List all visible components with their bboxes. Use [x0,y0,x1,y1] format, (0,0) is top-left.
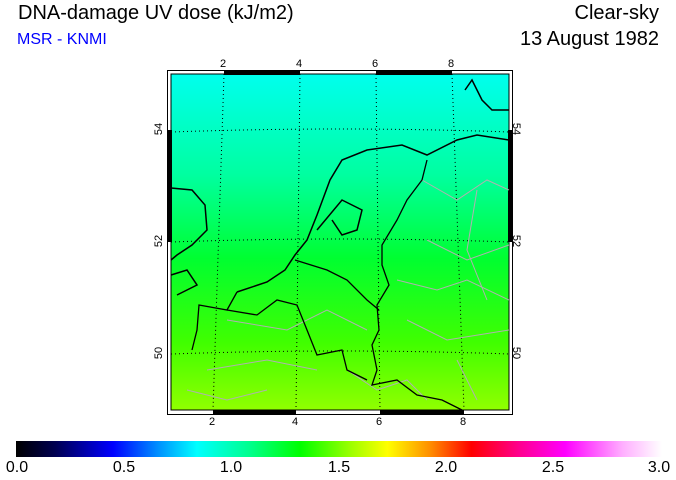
borders-minor [186,179,510,401]
colorbar-label: 3.0 [647,459,671,476]
date-label: 13 August 1982 [519,28,659,50]
colorbar-label: 1.5 [327,459,351,476]
coastlines [170,78,510,296]
lon-tick-top: 8 [448,58,455,70]
lon-tick-bottom: 8 [460,416,467,428]
lat-tick-right: 54 [510,122,523,136]
colorbar-label: 1.0 [219,459,243,476]
colorbar-label: 0.5 [112,459,136,476]
lat-tick-left: 50 [153,346,166,360]
uv-dose-map [167,70,513,415]
colorbar-label: 2.0 [434,459,458,476]
lon-tick-bottom: 6 [376,416,383,428]
colorbar-label: 0.0 [5,459,29,476]
lat-tick-left: 54 [153,122,166,136]
lat-tick-left: 52 [153,234,166,248]
colorbar-label: 2.5 [541,459,565,476]
lon-tick-top: 6 [372,58,379,70]
lat-tick-right: 52 [510,234,523,248]
lon-tick-top: 4 [296,58,303,70]
map-title: DNA-damage UV dose (kJ/m2) [18,2,294,24]
source-label: MSR - KNMI [17,31,107,48]
lon-tick-top: 2 [220,58,227,70]
graticule [170,73,510,411]
lon-tick-bottom: 2 [209,416,216,428]
condition-label: Clear-sky [574,2,659,24]
lon-tick-bottom: 4 [292,416,299,428]
lat-tick-right: 50 [510,346,523,360]
country-borders [191,159,463,411]
colorbar [16,441,662,457]
